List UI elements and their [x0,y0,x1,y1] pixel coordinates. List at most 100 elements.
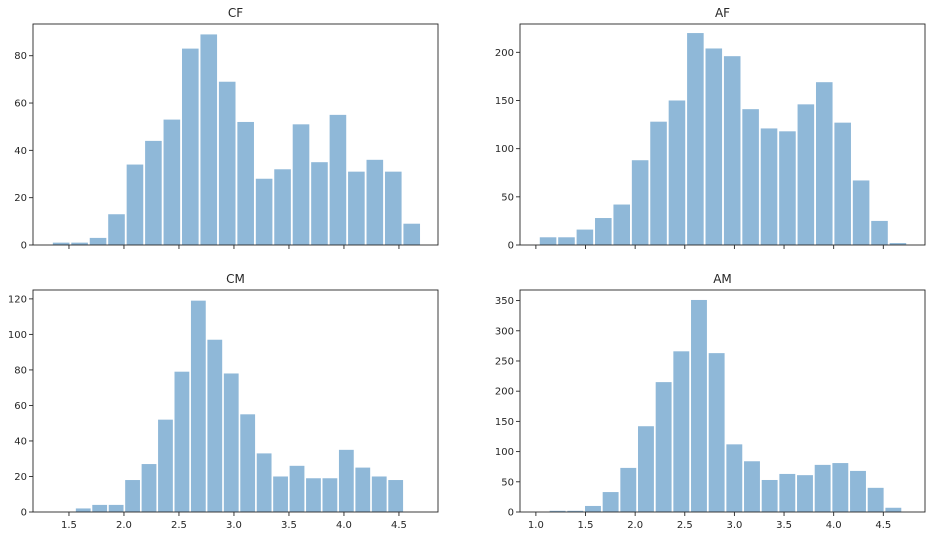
histogram-bar [256,453,272,512]
histogram-bar [726,444,743,512]
subplot-title: AF [715,6,730,20]
histogram-bar [223,373,239,512]
y-tick-label: 0 [21,241,27,252]
histogram-bar [89,237,107,245]
axes-frame [519,289,926,513]
histogram-bar [567,510,584,512]
y-tick-label: 200 [495,48,514,59]
histogram-bar [273,476,288,512]
histogram-bar [815,82,833,245]
histogram-bar [75,508,91,512]
x-tick-label: 4.0 [336,520,352,531]
histogram-bar [292,124,310,245]
x-tick-label: 2.0 [627,520,643,531]
histogram-bar [311,162,328,245]
subplot-af: AF 0 50 100 150 200 [495,6,926,252]
histogram-bar [797,475,813,512]
histogram-bar [255,178,273,245]
histogram-bar [52,242,70,245]
histogram-bar [141,464,157,512]
histogram-bar [585,505,601,512]
y-tick-label: 80 [14,51,27,62]
histogram-bar [338,449,354,512]
histogram-bar [322,478,338,512]
x-tick-label: 1.0 [528,520,544,531]
subplot-cf: CF 0 20 40 60 80 [14,6,439,252]
histogram-bar [744,461,760,512]
histogram-bar [638,426,654,512]
histogram-bar [329,114,347,246]
x-tick-label: 2.0 [116,520,132,531]
histogram-bar [708,353,725,512]
histogram-bar [182,48,199,245]
histogram-bar [371,476,387,512]
y-tick-label: 20 [14,472,27,483]
histogram-bar [126,164,144,245]
y-tick-label: 150 [495,417,514,428]
histogram-bar [867,487,884,512]
x-tick-label: 3.0 [226,520,242,531]
histogram-bar [240,414,256,512]
x-tick-label: 4.5 [391,520,407,531]
histogram-bar [850,470,866,512]
histogram-bar [814,464,831,512]
histogram-bar [650,121,667,245]
histogram-bar [871,220,888,245]
histogram-bar [602,492,619,512]
histogram-bar [668,100,686,246]
histogram-bar [742,109,759,246]
histogram-bar [237,121,254,245]
histogram-bar [687,33,704,245]
histogram-bar [655,382,672,512]
x-tick-label: 3.5 [281,520,297,531]
y-tick-label: 200 [495,387,514,398]
histogram-bar [760,128,778,245]
x-tick-label: 4.5 [875,520,891,531]
histogram-bar [539,237,557,245]
histogram-bar [274,169,291,245]
histogram-bar [348,171,365,245]
y-tick-label: 80 [14,365,27,376]
histogram-bar [691,299,707,512]
histogram-bar [620,467,637,512]
histogram-bar [145,140,162,245]
histogram-bar [673,351,690,512]
histogram-bar [595,218,612,245]
histogram-bar [885,507,902,512]
subplot-title: CM [226,272,245,286]
x-tick-label: 3.0 [726,520,742,531]
y-tick-label: 50 [501,477,514,488]
histogram-bar [852,180,870,245]
histogram-bar [200,34,218,246]
histogram-bar [125,480,140,512]
histogram-bar [289,465,305,512]
histogram-bar [207,339,223,512]
subplot-title: AM [713,272,732,286]
x-tick-label: 2.5 [677,520,693,531]
histogram-bar [71,242,88,245]
y-tick-label: 50 [501,192,514,203]
axes-frame [32,23,439,246]
subplot-title: CF [228,6,243,20]
histogram-bar [190,300,206,512]
histogram-bar [834,122,851,245]
histogram-bar [108,214,125,245]
y-tick-label: 0 [508,241,514,252]
y-tick-label: 100 [495,447,514,458]
histogram-bar [779,473,796,512]
y-tick-label: 100 [495,144,514,155]
histogram-bar [558,237,575,245]
histogram-bar [403,223,421,245]
subplot-am: AM 1.0 1.5 2.0 2.5 3.0 3.5 4.0 4.5 0 50 100 150 200 25… [495,272,926,531]
histogram-bar [705,48,723,245]
y-tick-label: 60 [14,99,27,110]
histogram-bar [723,56,741,245]
x-tick-label: 1.5 [61,520,77,531]
x-tick-label: 1.5 [578,520,594,531]
x-tick-label: 4.0 [826,520,842,531]
histogram-bar [797,104,815,245]
histogram-bar [549,510,566,512]
subplot-cm: CM 1.5 2.0 2.5 3.0 3.5 4.0 4.5 0 20 40 60 80 100 120 [8,272,439,531]
histogram-bar [889,243,907,245]
